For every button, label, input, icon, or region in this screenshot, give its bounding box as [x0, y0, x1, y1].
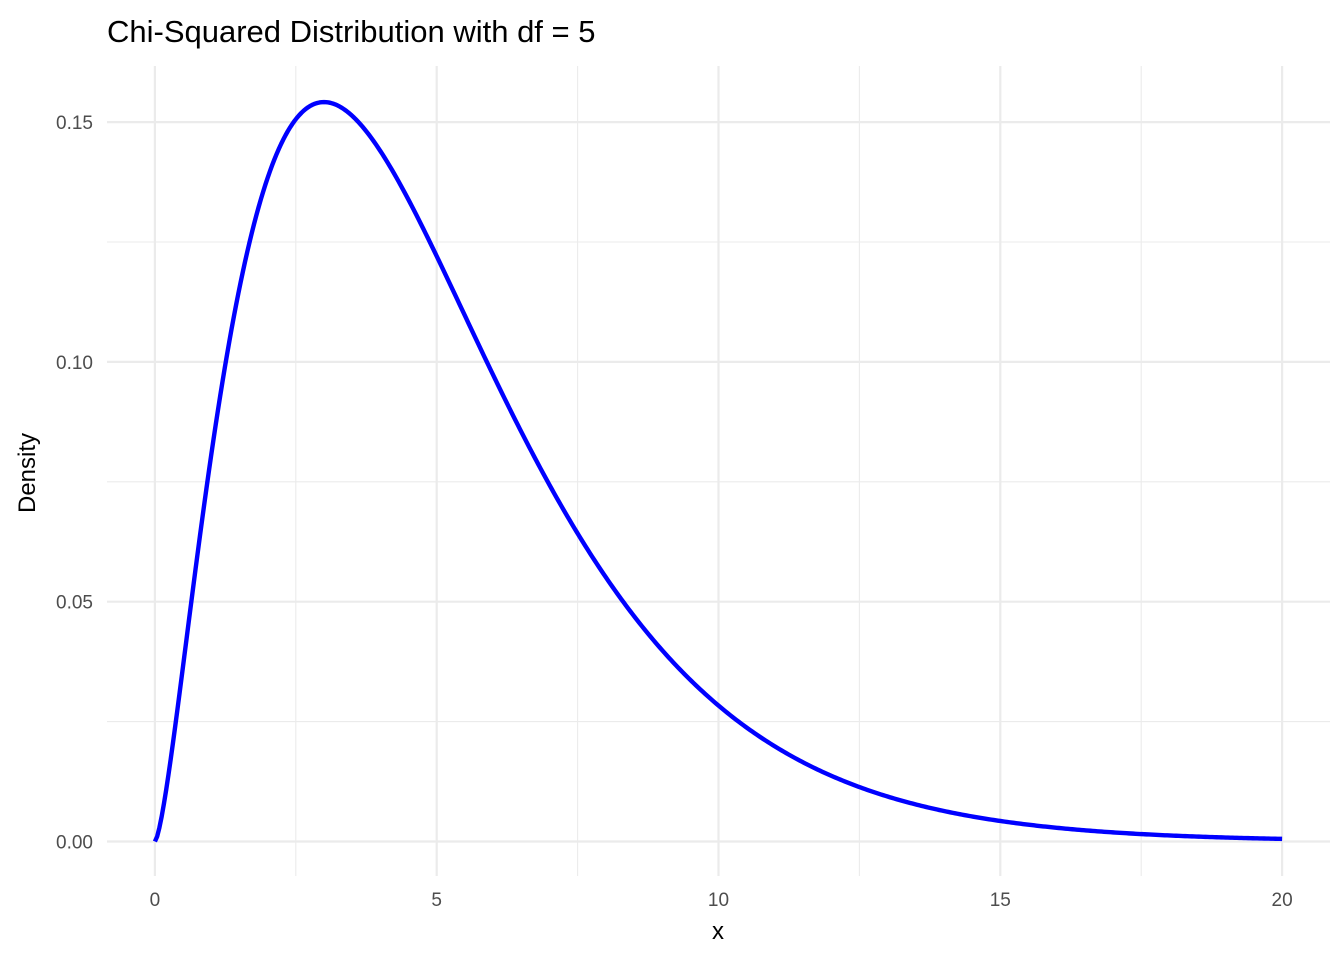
x-axis-ticks: 0 5 10 15 20: [150, 890, 1293, 911]
y-axis-ticks: 0.00 0.05 0.10 0.15: [56, 113, 93, 853]
density-line-0: [152, 99, 1283, 843]
series-layer: [152, 99, 1283, 843]
x-axis-label: x: [712, 918, 724, 945]
y-tick-label-0: 0.00: [56, 832, 93, 853]
x-tick-label-2: 10: [708, 890, 729, 911]
y-tick-label-2: 0.10: [56, 353, 93, 374]
y-tick-label-1: 0.05: [56, 593, 93, 614]
x-tick-label-4: 20: [1272, 890, 1293, 911]
x-tick-label-1: 5: [431, 890, 442, 911]
x-tick-label-0: 0: [150, 890, 161, 911]
x-tick-label-3: 15: [990, 890, 1011, 911]
y-axis-label: Density: [14, 433, 41, 513]
major-gridlines: [107, 66, 1330, 876]
y-tick-label-3: 0.15: [56, 113, 93, 134]
chart-title: Chi-Squared Distribution with df = 5: [107, 14, 596, 49]
